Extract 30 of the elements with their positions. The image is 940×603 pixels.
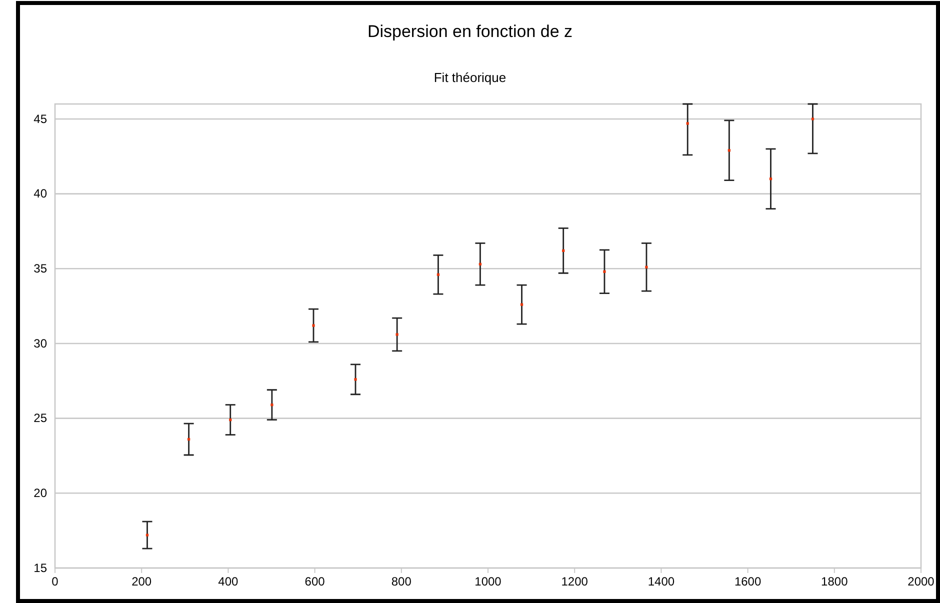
- y-tick-label: 25: [34, 411, 48, 426]
- x-tick-label: 1400: [648, 574, 675, 589]
- point: [270, 404, 274, 406]
- point: [520, 303, 524, 306]
- chart-title: Dispersion en fonction de z: [367, 22, 573, 41]
- y-tick-label: 20: [34, 486, 48, 500]
- chart-subtitle: Fit théorique: [434, 70, 506, 85]
- x-tick-label: 1000: [474, 574, 502, 589]
- x-tick-label: 0: [52, 574, 59, 589]
- point: [396, 333, 398, 336]
- x-tick-label: 400: [218, 574, 239, 589]
- y-tick-label: 45: [34, 112, 48, 126]
- y-tick-label: 30: [34, 336, 48, 350]
- point: [645, 266, 648, 268]
- point: [603, 270, 606, 273]
- x-tick-label: 800: [391, 574, 412, 589]
- point: [312, 324, 315, 327]
- y-tick-label: 40: [34, 186, 48, 201]
- x-tick-label: 1600: [734, 574, 762, 589]
- x-tick-label: 1800: [821, 574, 848, 589]
- point: [146, 534, 149, 536]
- x-tick-label: 2000: [908, 574, 935, 589]
- point: [686, 122, 689, 125]
- x-tick-label: 200: [132, 574, 152, 589]
- y-tick-label: 15: [34, 560, 48, 575]
- y-tick-label: 35: [34, 261, 48, 276]
- x-tick-label: 600: [304, 574, 326, 589]
- x-tick-label: 1200: [561, 574, 588, 589]
- point: [354, 378, 357, 381]
- point: [811, 118, 814, 120]
